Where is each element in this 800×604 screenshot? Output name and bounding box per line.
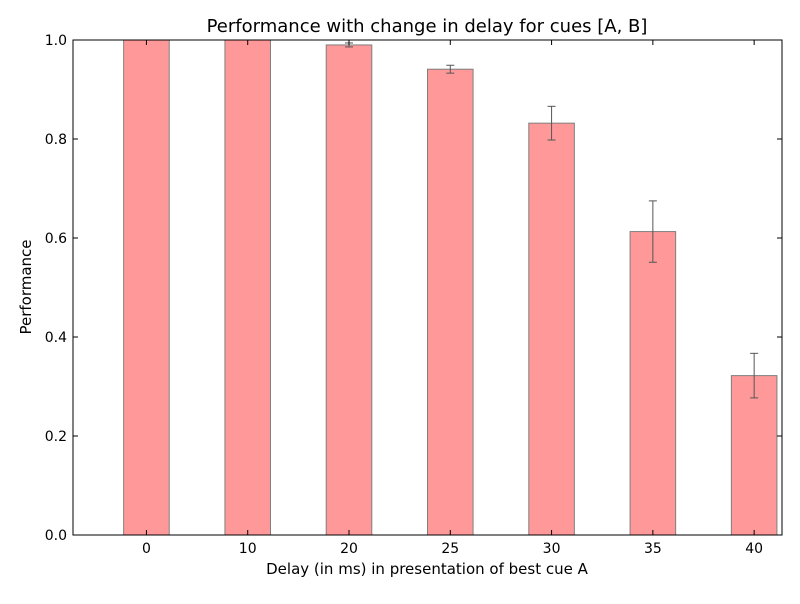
error-bar-35 — [648, 200, 657, 263]
bar-25 — [427, 68, 474, 536]
ticks-layer: 0 10 20 25 30 35 40 0.0 0.2 0.4 0.6 0.8 1.0 — [45, 33, 782, 557]
bar-40 — [730, 375, 778, 536]
x-tick-label: 20 — [340, 541, 358, 557]
x-tick-label: 30 — [543, 541, 561, 557]
x-axis-label: Delay (in ms) in presentation of best cu… — [266, 560, 588, 578]
bar-30 — [528, 122, 575, 536]
bar-10 — [224, 39, 272, 536]
y-axis-label: Performance — [17, 239, 35, 334]
bars-layer — [123, 39, 778, 536]
error-bar-25 — [446, 64, 455, 74]
x-tick-label: 0 — [142, 541, 151, 557]
plot-frame — [72, 39, 783, 536]
chart-title: Performance with change in delay for cue… — [207, 16, 648, 37]
error-bars-layer — [345, 42, 759, 399]
x-tick-label: 40 — [745, 541, 763, 557]
bar-35 — [629, 231, 677, 536]
error-bar-40 — [750, 352, 759, 399]
y-tick-label: 0.6 — [45, 231, 67, 247]
y-tick-label: 0.2 — [45, 429, 67, 445]
y-tick-label: 0.0 — [45, 528, 67, 544]
bar-0 — [123, 39, 170, 536]
x-tick-label: 35 — [644, 541, 662, 557]
bar-20 — [325, 44, 373, 536]
error-bar-30 — [547, 105, 556, 141]
x-tick-label: 10 — [239, 541, 257, 557]
y-tick-label: 0.4 — [45, 330, 67, 346]
y-tick-label: 1.0 — [45, 33, 67, 49]
x-tick-label: 25 — [441, 541, 459, 557]
y-tick-label: 0.8 — [45, 132, 67, 148]
